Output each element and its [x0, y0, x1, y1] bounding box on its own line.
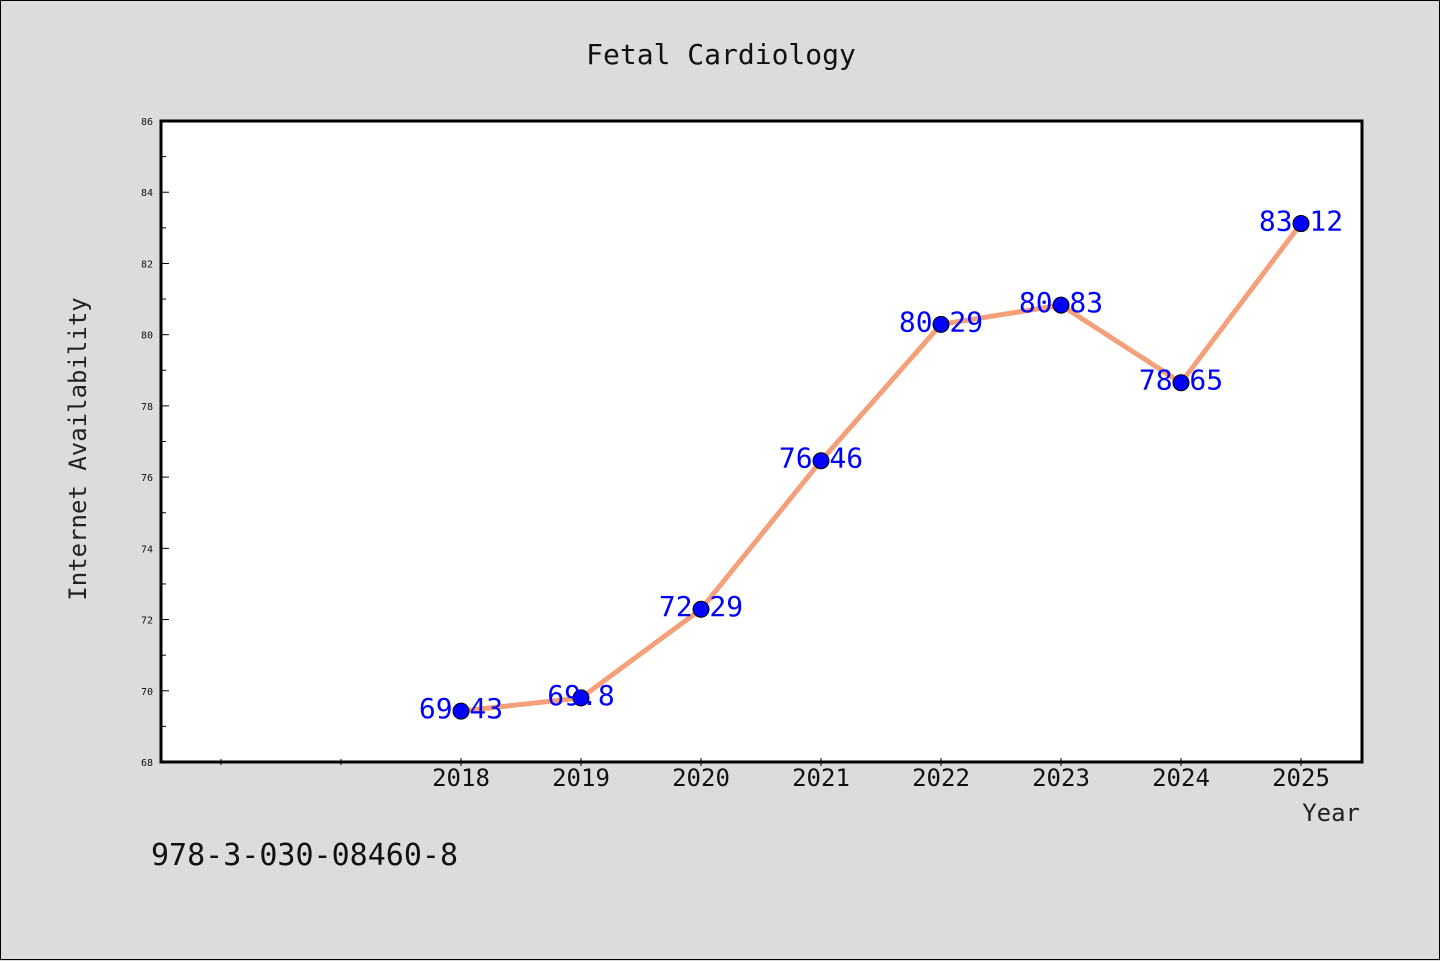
y-tick-label: 80 [141, 331, 153, 342]
data-label: 80.29 [899, 305, 983, 338]
series-line [458, 221, 1304, 714]
series-group: 69.43 69.8 72.29 76.46 80.29 80.83 78.65 83.12 [419, 205, 1343, 726]
y-tick-label: 74 [141, 544, 153, 555]
x-tick-label: 2020 [672, 764, 730, 792]
data-point [932, 315, 950, 333]
data-label: 80.83 [1019, 286, 1103, 319]
x-tick-label: 2019 [552, 764, 610, 792]
y-tick-label: 78 [141, 402, 153, 413]
data-label: 83.12 [1259, 205, 1343, 238]
x-tick-label: 2024 [1152, 764, 1210, 792]
data-label: 69.8 [547, 679, 614, 712]
data-label: 76.46 [779, 442, 863, 475]
data-point [812, 452, 830, 470]
x-tick-label: 2022 [912, 764, 970, 792]
y-axis: 68 70 72 74 76 78 80 82 84 86 [141, 117, 169, 769]
y-tick-label: 84 [141, 188, 153, 199]
y-axis-label: Internet Availability [64, 297, 92, 600]
y-tick-label: 76 [141, 473, 153, 484]
data-point [1172, 374, 1190, 392]
data-point [452, 702, 470, 720]
y-tick-label: 68 [141, 758, 153, 769]
data-label: 69.43 [419, 692, 503, 725]
y-tick-label: 72 [141, 616, 153, 627]
data-point [692, 600, 710, 618]
y-tick-label: 86 [141, 117, 153, 128]
data-point [1292, 215, 1310, 233]
data-point [572, 689, 590, 707]
x-tick-label: 2018 [432, 764, 490, 792]
chart-title: Fetal Cardiology [586, 38, 856, 71]
data-label: 78.65 [1139, 364, 1223, 397]
data-point [1052, 296, 1070, 314]
x-tick-label: 2023 [1032, 764, 1090, 792]
y-tick-label: 70 [141, 687, 153, 698]
x-tick-label: 2025 [1272, 764, 1330, 792]
x-tick-label: 2021 [792, 764, 850, 792]
data-label: 72.29 [659, 590, 743, 623]
footer-isbn: 978-3-030-08460-8 [151, 838, 458, 873]
plot-area [159, 119, 1364, 764]
y-tick-label: 82 [141, 259, 153, 270]
x-axis-label: Year [1302, 799, 1360, 827]
x-axis: 2018 2019 2020 2021 2022 2023 2024 2025 [220, 758, 1330, 792]
